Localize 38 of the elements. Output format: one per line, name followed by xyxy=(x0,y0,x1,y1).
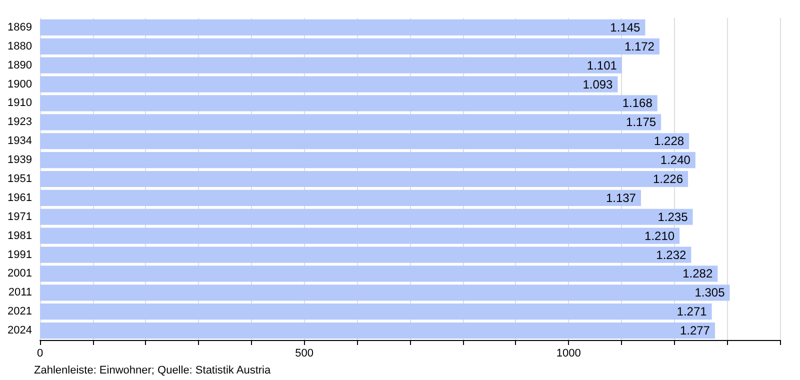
data-label: 1.226 xyxy=(652,172,684,186)
data-label: 1.145 xyxy=(610,20,641,34)
text: Zahlenleiste: Einwohner; Quelle: Statistik Austria xyxy=(34,364,272,376)
data-label: 1.210 xyxy=(644,228,675,243)
data-label: 1.232 xyxy=(656,248,687,262)
x-tick-label: 1000 xyxy=(556,348,581,360)
y-tick-label: 1961 xyxy=(8,192,32,204)
y-tick-label: 1971 xyxy=(8,210,32,223)
y-tick-label: 1923 xyxy=(8,116,32,128)
y-tick-label: 2001 xyxy=(8,268,32,280)
x-tick-label: 0 xyxy=(36,348,44,360)
y-tick-label: 1869 xyxy=(8,21,32,34)
y-tick-label: 1951 xyxy=(8,173,32,185)
data-label: 1.172 xyxy=(624,39,655,54)
x-tick-label: 500 xyxy=(295,348,314,360)
data-label: 1.277 xyxy=(680,324,710,338)
data-label: 1.137 xyxy=(606,190,636,205)
data-label: 1.228 xyxy=(654,134,684,148)
y-tick-label: 1880 xyxy=(8,40,32,52)
y-tick-label: 2011 xyxy=(8,286,32,299)
y-tick-label: 1981 xyxy=(8,230,32,242)
data-label: 1.282 xyxy=(682,266,713,281)
y-tick-label: 1900 xyxy=(8,78,32,90)
data-label: 1.093 xyxy=(582,77,614,92)
data-label: 1.101 xyxy=(586,58,618,72)
y-tick-label: 1991 xyxy=(8,248,32,261)
y-tick-label: 2024 xyxy=(8,324,32,337)
data-label: 1.235 xyxy=(658,210,688,224)
data-label: 1.271 xyxy=(676,304,708,319)
data-label: 1.175 xyxy=(626,115,656,130)
y-tick-label: 1934 xyxy=(8,135,32,148)
y-tick-label: 1939 xyxy=(8,154,32,166)
y-tick-label: 1890 xyxy=(8,59,32,72)
y-tick-label: 2021 xyxy=(8,306,32,318)
data-label: 1.305 xyxy=(694,286,726,300)
data-label: 1.168 xyxy=(622,96,653,110)
y-tick-label: 1910 xyxy=(8,97,32,110)
data-label: 1.240 xyxy=(660,153,691,168)
